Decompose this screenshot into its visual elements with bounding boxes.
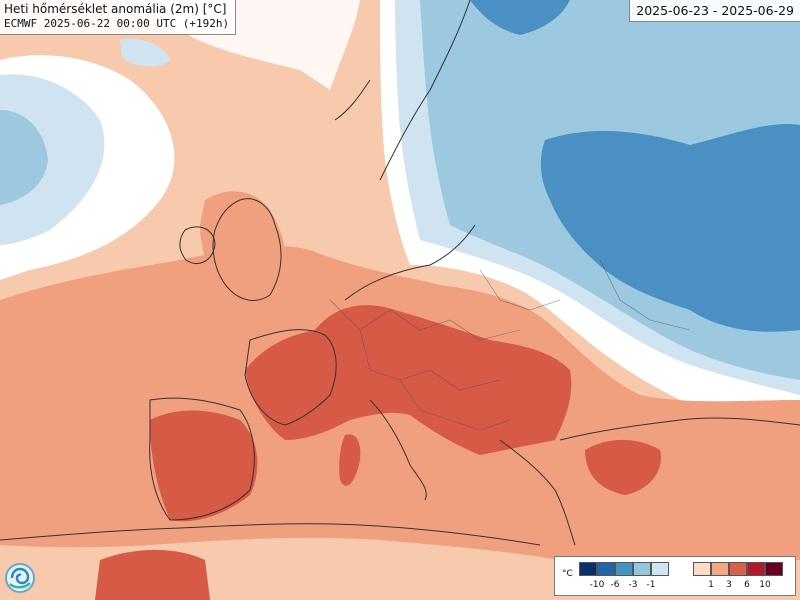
country-borders (329, 259, 691, 431)
legend-unit: °C (562, 569, 573, 579)
coastlines (0, 0, 800, 546)
warm-swatch (765, 562, 783, 576)
central-warm-strong-zone (245, 305, 572, 455)
greenland-cold-patch (120, 38, 170, 67)
atlantic-cold-zone (0, 74, 105, 245)
map-title: Heti hőmérséklet anomália (2m) [°C] (4, 2, 227, 16)
warm-swatch (693, 562, 711, 576)
iberia-warm-strong-zone (150, 410, 258, 522)
cold-swatch (579, 562, 597, 576)
warm-tick-label: 1 (708, 580, 714, 590)
ecmwf-logo-icon (5, 563, 35, 593)
cold-tick-label: -6 (610, 580, 620, 590)
cold-swatch (615, 562, 633, 576)
warm-swatch (729, 562, 747, 576)
east-cold-strong-zone (540, 124, 800, 332)
anatolia-warm-strong-zone (585, 439, 661, 495)
cold-swatch (651, 562, 669, 576)
valid-date-range: 2025-06-23 - 2025-06-29 (629, 0, 800, 22)
color-legend: °C -10 -6 -3 -1 1 3 6 10 (554, 556, 796, 596)
cold-swatch (633, 562, 651, 576)
map-title-box: Heti hőmérséklet anomália (2m) [°C] ECMW… (0, 0, 237, 35)
corsica-warm-patch (339, 434, 361, 486)
cold-tick-label: -3 (628, 580, 638, 590)
atlantic-cold-core (0, 110, 48, 205)
cold-tick-label: -1 (646, 580, 656, 590)
cold-tick-label: -10 (589, 580, 605, 590)
warm-swatch (711, 562, 729, 576)
warm-tick-label: 3 (726, 580, 732, 590)
model-run-info: ECMWF 2025-06-22 00:00 UTC (+192h) (4, 17, 230, 30)
north-africa-warm-strong-zone (95, 549, 210, 600)
warm-swatch (747, 562, 765, 576)
warm-tick-label: 10 (759, 580, 771, 590)
warm-tick-label: 6 (744, 580, 750, 590)
cold-swatch (597, 562, 615, 576)
british-isles-warm-zone (200, 191, 286, 301)
finland-cold-strong-zone (470, 0, 570, 35)
